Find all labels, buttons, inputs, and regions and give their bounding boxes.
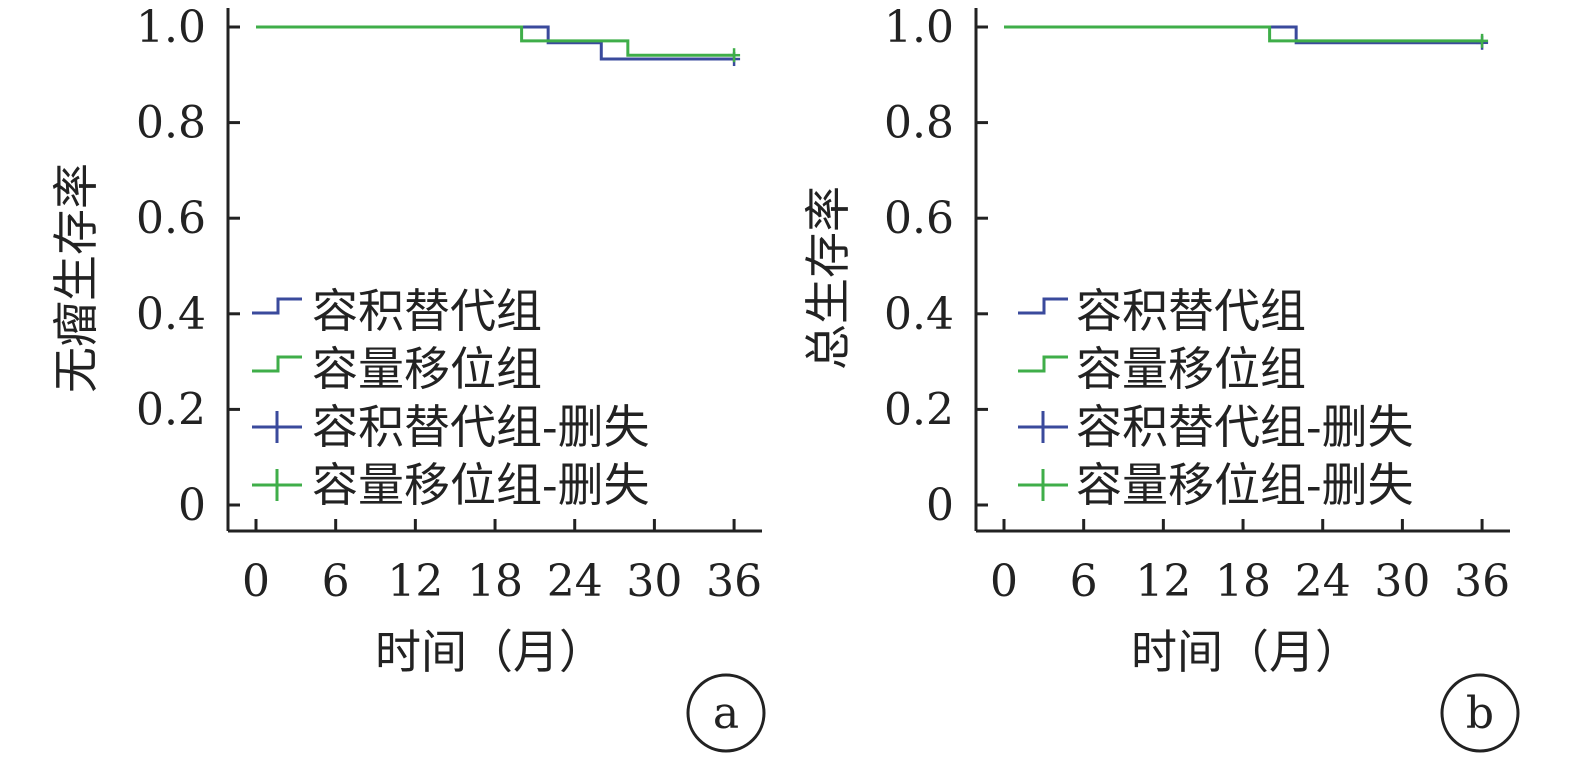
legend-step-glyph	[252, 355, 302, 373]
x-axis-title: 时间（月）	[1131, 625, 1361, 679]
x-tick-label: 24	[547, 556, 603, 607]
y-tick-label: 0.6	[136, 193, 206, 244]
y-tick-label: 0.4	[884, 289, 954, 340]
legend-label: 容量移位组-删失	[312, 458, 650, 512]
y-tick-label: 0.4	[136, 289, 206, 340]
x-tick-label: 36	[706, 556, 762, 607]
x-tick-label: 0	[242, 556, 270, 607]
x-tick-label: 6	[1070, 556, 1098, 607]
y-tick-label: 0.8	[884, 98, 954, 149]
x-tick-label: 12	[387, 556, 443, 607]
legend-step-glyph	[1018, 355, 1068, 373]
x-tick-label: 36	[1454, 556, 1510, 607]
x-tick-label: 30	[1374, 556, 1430, 607]
legend-step-glyph	[1018, 297, 1068, 315]
x-tick-label: 18	[1215, 556, 1271, 607]
x-tick-label: 30	[626, 556, 682, 607]
x-axis-title: 时间（月）	[375, 625, 605, 679]
panel-label: a	[713, 688, 739, 739]
y-tick-label: 0	[926, 480, 954, 531]
y-tick-label: 0.6	[884, 193, 954, 244]
legend-label: 容积替代组-删失	[1076, 400, 1414, 454]
panel-label-circle	[686, 673, 766, 753]
legend-label: 容量移位组	[312, 342, 542, 396]
x-tick-label: 0	[990, 556, 1018, 607]
x-tick-label: 6	[322, 556, 350, 607]
series-line-2	[256, 25, 735, 57]
y-tick-label: 1.0	[136, 2, 206, 53]
legend-label: 容量移位组	[1076, 342, 1306, 396]
y-axis-title: 总生存率	[801, 186, 855, 370]
panel-label-circle	[1440, 673, 1520, 753]
x-tick-label: 24	[1295, 556, 1351, 607]
y-tick-label: 0.8	[136, 98, 206, 149]
y-axis-title: 无瘤生存率	[49, 163, 103, 393]
legend-label: 容积替代组	[312, 284, 542, 338]
y-tick-label: 0.2	[136, 384, 206, 435]
y-tick-label: 0	[178, 480, 206, 531]
series-line-2	[1004, 25, 1483, 43]
y-tick-label: 1.0	[884, 2, 954, 53]
legend-label: 容量移位组-删失	[1076, 458, 1414, 512]
x-tick-label: 12	[1135, 556, 1191, 607]
panel-label: b	[1466, 688, 1494, 739]
legend-label: 容积替代组	[1076, 284, 1306, 338]
y-tick-label: 0.2	[884, 384, 954, 435]
legend-step-glyph	[252, 297, 302, 315]
legend-label: 容积替代组-删失	[312, 400, 650, 454]
x-tick-label: 18	[467, 556, 523, 607]
